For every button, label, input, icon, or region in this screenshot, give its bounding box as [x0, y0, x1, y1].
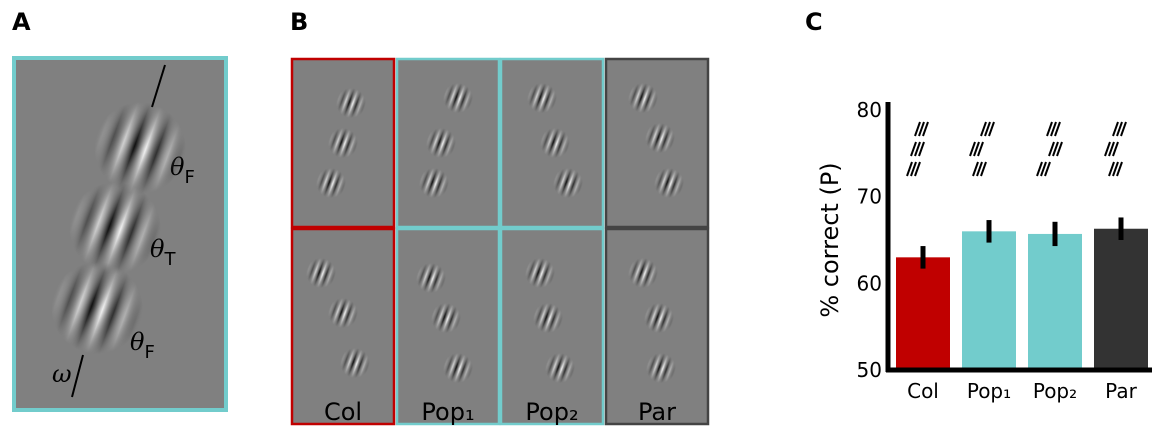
x-tick-label: Pop₂ — [1033, 379, 1077, 403]
subscript: T — [163, 249, 176, 270]
condition-label: Pop₁ — [421, 398, 474, 426]
x-tick-label: Par — [1105, 379, 1137, 403]
panel-a: θF θT θF ω — [14, 58, 226, 410]
bar — [1028, 234, 1082, 370]
panel-label: B — [290, 8, 308, 36]
y-tick-label: 80 — [857, 98, 882, 122]
x-tick-label: Col — [907, 379, 939, 403]
y-tick-label: 50 — [857, 358, 882, 382]
y-tick-label: 60 — [857, 271, 882, 295]
panel-b: Col Pop₁ Pop₂ Par — [292, 59, 708, 426]
condition-label: Col — [324, 398, 362, 426]
y-axis-label: % correct (P) — [816, 162, 844, 317]
bar — [896, 257, 950, 370]
subscript: F — [144, 342, 154, 363]
y-tick-label: 70 — [857, 185, 882, 209]
bar — [962, 231, 1016, 370]
panel-label: A — [12, 8, 31, 36]
x-tick-label: Pop₁ — [967, 379, 1011, 403]
panel-c: 50 60 70 80 % correct (P) Col Pop₁ Pop₂ Par — [816, 98, 1152, 403]
condition-label: Pop₂ — [525, 398, 578, 426]
bar — [1094, 229, 1148, 370]
panel-label: C — [805, 8, 823, 36]
frequency-label: ω — [52, 360, 72, 388]
subscript: F — [184, 167, 194, 188]
condition-label: Par — [638, 398, 676, 426]
figure: A B C θF θT θF ω Col Pop₁ Pop₂ Par 50 60 70 80… — [0, 0, 1152, 439]
